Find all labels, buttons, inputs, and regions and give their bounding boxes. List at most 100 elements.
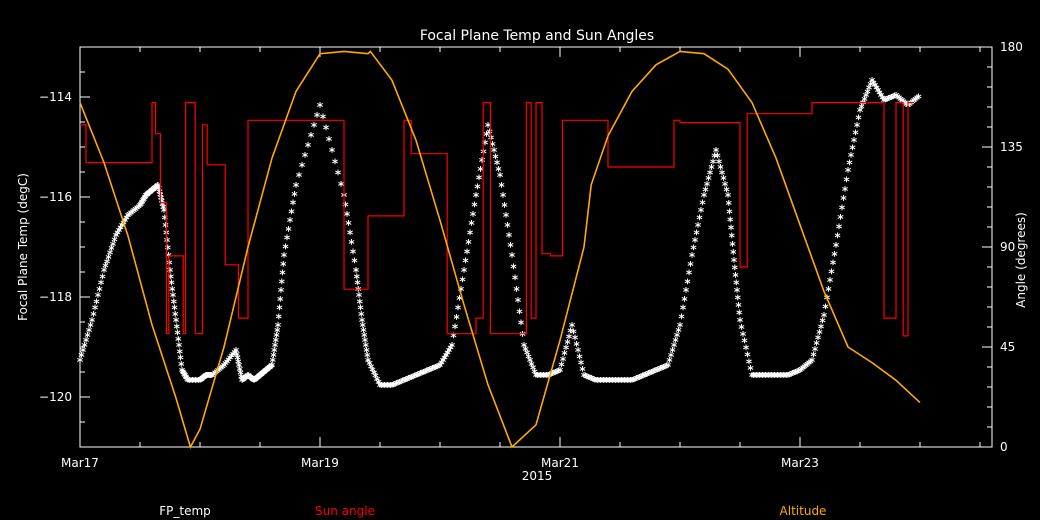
fp-temp-point: * <box>665 360 672 374</box>
fp-temp-point: * <box>872 80 879 94</box>
fp-temp-point: * <box>830 258 837 272</box>
fp-temp-point: * <box>552 367 559 381</box>
fp-temp-point: * <box>308 130 315 144</box>
fp-temp-point: * <box>641 370 648 384</box>
fp-temp-point: * <box>171 296 178 310</box>
fp-temp-point: * <box>395 378 402 392</box>
fp-temp-point: * <box>870 78 877 92</box>
fp-temp-point: * <box>389 380 396 394</box>
fp-temp-point: * <box>573 339 580 353</box>
fp-temp-point: * <box>696 213 703 227</box>
fp-temp-point: * <box>540 370 547 384</box>
fp-temp-point: * <box>261 367 268 381</box>
fp-temp-point: * <box>161 205 168 219</box>
fp-temp-point: * <box>201 372 208 386</box>
fp-temp-point: * <box>786 369 793 383</box>
fp-temp-point: * <box>474 181 481 195</box>
fp-temp-point: * <box>244 371 251 385</box>
fp-temp-point: * <box>560 354 567 368</box>
fp-temp-point: * <box>461 265 468 279</box>
fp-temp-point: * <box>567 326 574 340</box>
fp-temp-point: * <box>227 353 234 367</box>
fp-temp-point: * <box>264 364 271 378</box>
fp-temp-point: * <box>147 186 154 200</box>
fp-temp-point: * <box>401 375 408 389</box>
fp-temp-point: * <box>277 294 284 308</box>
fp-temp-point: * <box>798 364 805 378</box>
fp-temp-point: * <box>344 209 351 223</box>
fp-temp-point: * <box>314 110 321 124</box>
fp-temp-point: * <box>837 212 844 226</box>
fp-temp-point: * <box>443 350 450 364</box>
fp-temp-point: * <box>635 373 642 387</box>
fp-temp-point: * <box>119 220 126 234</box>
fp-temp-point: * <box>827 275 834 289</box>
fp-temp-point: * <box>800 363 807 377</box>
fp-temp-point: * <box>912 94 919 108</box>
fp-temp-point: * <box>110 239 117 253</box>
y-tick-label: −116 <box>39 190 72 204</box>
fp-temp-point: * <box>621 375 628 389</box>
fp-temp-point: * <box>444 348 451 362</box>
fp-temp-point: * <box>117 223 124 237</box>
fp-temp-point: * <box>230 349 237 363</box>
fp-temp-point: * <box>178 359 185 373</box>
fp-temp-point: * <box>669 345 676 359</box>
fp-temp-point: * <box>713 145 720 159</box>
fp-temp-point: * <box>698 205 705 219</box>
fp-temp-point: * <box>323 123 330 137</box>
fp-temp-point: * <box>485 120 492 134</box>
fp-temp-point: * <box>648 367 655 381</box>
sun-angle-line <box>80 101 914 337</box>
fp-temp-point: * <box>151 183 158 197</box>
fp-temp-point: * <box>265 363 272 377</box>
fp-temp-point: * <box>489 139 496 153</box>
fp-temp-point: * <box>795 366 802 380</box>
fp-temp-point: * <box>869 75 876 89</box>
fp-temp-point: * <box>129 206 136 220</box>
fp-temp-point: * <box>250 374 257 388</box>
fp-temp-point: * <box>840 193 847 207</box>
fp-temp-point: * <box>732 270 739 284</box>
fp-temp-point: * <box>521 340 528 354</box>
fp-temp-point: * <box>159 199 166 213</box>
fp-temp-point: * <box>122 215 129 229</box>
fp-temp-point: * <box>353 265 360 279</box>
fp-temp-point: * <box>255 372 262 386</box>
fp-temp-point: * <box>683 285 690 299</box>
fp-temp-point: * <box>677 320 684 334</box>
fp-temp-point: * <box>195 375 202 389</box>
fp-temp-point: * <box>364 350 371 364</box>
fp-temp-point: * <box>602 375 609 389</box>
fp-temp-point: * <box>633 373 640 387</box>
x-tick-label: Mar19 <box>301 456 339 470</box>
fp-temp-point: * <box>221 360 228 374</box>
fp-temp-point: * <box>893 90 900 104</box>
fp-temp-point: * <box>299 160 306 174</box>
fp-temp-point: * <box>527 355 534 369</box>
legend-item: Altitude <box>780 504 827 518</box>
fp-temp-point: * <box>218 363 225 377</box>
fp-temp-point: * <box>225 354 232 368</box>
fp-temp-point: * <box>588 373 595 387</box>
fp-temp-point: * <box>452 321 459 335</box>
fp-temp-point: * <box>237 368 244 382</box>
fp-temp-point: * <box>146 188 153 202</box>
fp-temp-point: * <box>165 243 172 257</box>
fp-temp-point: * <box>96 284 103 298</box>
fp-temp-point: * <box>172 309 179 323</box>
fp-temp-point: * <box>512 273 519 287</box>
fp-temp-point: * <box>518 318 525 332</box>
fp-temp-point: * <box>404 374 411 388</box>
fp-temp-point: * <box>317 100 324 114</box>
fp-temp-point: * <box>513 284 520 298</box>
fp-temp-point: * <box>561 348 568 362</box>
fp-temp-point: * <box>446 345 453 359</box>
fp-temp-point: * <box>629 375 636 389</box>
y2-tick-label: 90 <box>1000 240 1015 254</box>
fp-temp-point: * <box>779 370 786 384</box>
fp-temp-point: * <box>374 374 381 388</box>
fp-temp-point: * <box>705 173 712 187</box>
fp-temp-point: * <box>813 338 820 352</box>
